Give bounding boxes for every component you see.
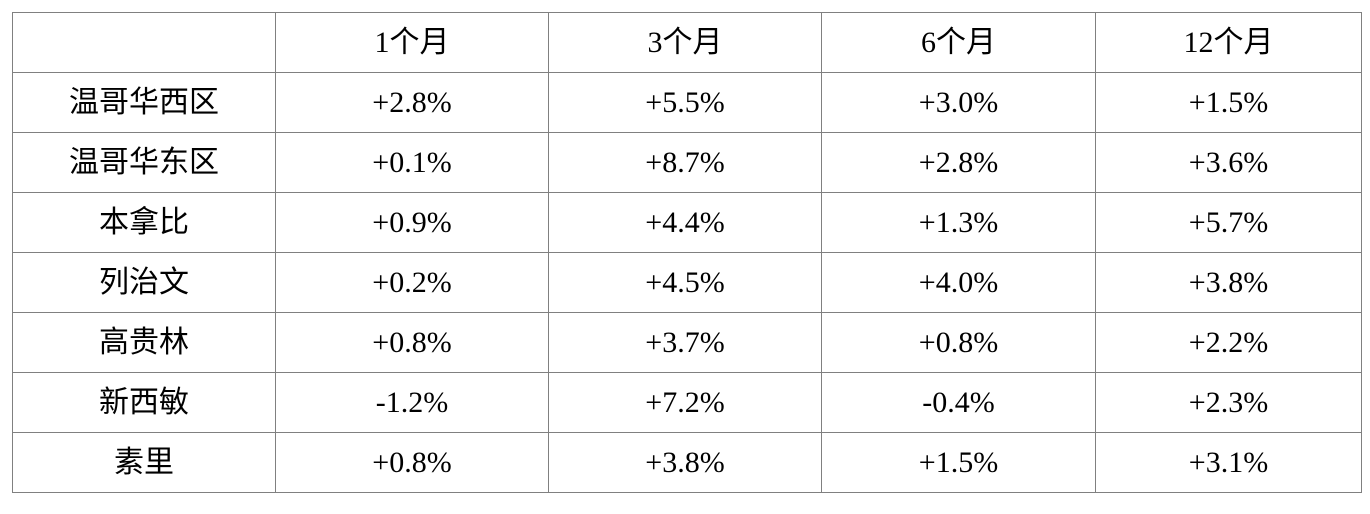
value-cell: +5.7% <box>1095 192 1362 253</box>
column-header-1month: 1个月 <box>275 12 549 73</box>
value-cell: +0.8% <box>821 312 1096 373</box>
corner-cell <box>12 12 276 73</box>
monthly-price-change-table: 1个月 3个月 6个月 12个月 温哥华西区 +2.8% +5.5% +3.0%… <box>12 12 1362 493</box>
value-cell: +0.8% <box>275 432 549 493</box>
value-cell: +1.3% <box>821 192 1096 253</box>
value-cell: +0.9% <box>275 192 549 253</box>
row-label-cell: 列治文 <box>12 252 276 313</box>
value-cell: +0.2% <box>275 252 549 313</box>
row-label-cell: 温哥华东区 <box>12 132 276 193</box>
table-row-vancouver-east: 温哥华东区 +0.1% +8.7% +2.8% +3.6% <box>12 132 1362 193</box>
row-label-cell: 素里 <box>12 432 276 493</box>
value-cell: -0.4% <box>821 372 1096 433</box>
value-cell: +1.5% <box>821 432 1096 493</box>
value-cell: +4.5% <box>548 252 822 313</box>
value-cell: +0.1% <box>275 132 549 193</box>
value-cell: +2.8% <box>275 72 549 133</box>
table-row-vancouver-west: 温哥华西区 +2.8% +5.5% +3.0% +1.5% <box>12 72 1362 133</box>
value-cell: +3.0% <box>821 72 1096 133</box>
table-row-burnaby: 本拿比 +0.9% +4.4% +1.3% +5.7% <box>12 192 1362 253</box>
value-cell: +3.8% <box>548 432 822 493</box>
row-label-cell: 温哥华西区 <box>12 72 276 133</box>
column-header-6month: 6个月 <box>821 12 1096 73</box>
value-cell: +1.5% <box>1095 72 1362 133</box>
value-cell: +2.8% <box>821 132 1096 193</box>
value-cell: +2.3% <box>1095 372 1362 433</box>
table-row-richmond: 列治文 +0.2% +4.5% +4.0% +3.8% <box>12 252 1362 313</box>
value-cell: -1.2% <box>275 372 549 433</box>
value-cell: +3.6% <box>1095 132 1362 193</box>
table-row-coquitlam: 高贵林 +0.8% +3.7% +0.8% +2.2% <box>12 312 1362 373</box>
row-label-cell: 新西敏 <box>12 372 276 433</box>
row-label-cell: 本拿比 <box>12 192 276 253</box>
value-cell: +3.8% <box>1095 252 1362 313</box>
value-cell: +4.4% <box>548 192 822 253</box>
value-cell: +2.2% <box>1095 312 1362 373</box>
table-row-new-westminster: 新西敏 -1.2% +7.2% -0.4% +2.3% <box>12 372 1362 433</box>
value-cell: +3.7% <box>548 312 822 373</box>
column-header-12month: 12个月 <box>1095 12 1362 73</box>
table-row-surrey: 素里 +0.8% +3.8% +1.5% +3.1% <box>12 432 1362 493</box>
header-row: 1个月 3个月 6个月 12个月 <box>12 12 1362 73</box>
value-cell: +5.5% <box>548 72 822 133</box>
value-cell: +8.7% <box>548 132 822 193</box>
value-cell: +3.1% <box>1095 432 1362 493</box>
value-cell: +0.8% <box>275 312 549 373</box>
column-header-3month: 3个月 <box>548 12 822 73</box>
row-label-cell: 高贵林 <box>12 312 276 373</box>
value-cell: +4.0% <box>821 252 1096 313</box>
value-cell: +7.2% <box>548 372 822 433</box>
